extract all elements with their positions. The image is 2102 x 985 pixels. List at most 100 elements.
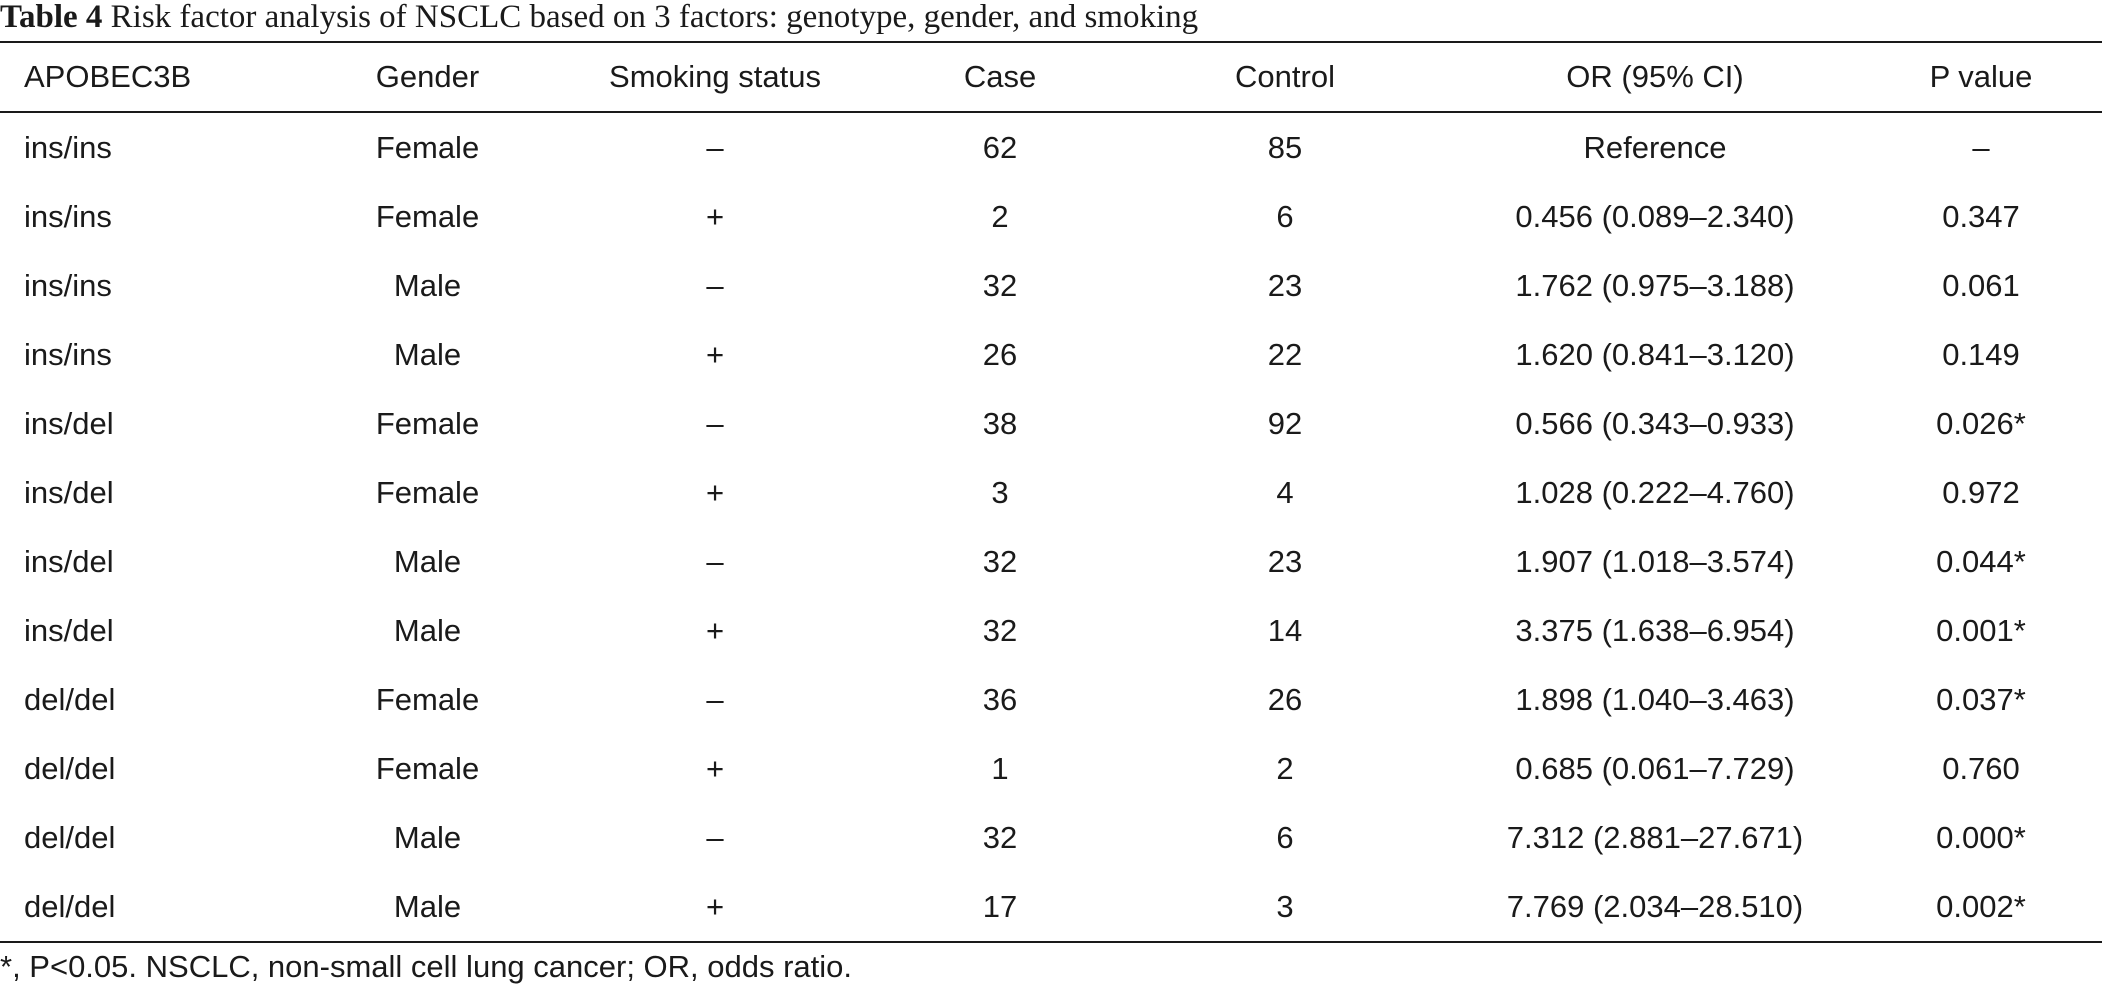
cell-or-ci: 3.375 (1.638–6.954) (1515, 612, 1795, 648)
cell-case: 26 (982, 336, 1018, 372)
cell-gender: Female (375, 405, 480, 441)
cell-control: 26 (1267, 681, 1303, 717)
cell-case: 2 (991, 198, 1009, 234)
cell-genotype: ins/del (24, 405, 114, 441)
cell-case: 32 (982, 267, 1018, 303)
cell-or-ci: Reference (1583, 129, 1727, 165)
cell-smoking-status: – (706, 129, 724, 165)
cell-gender: Male (393, 819, 462, 855)
table-row: ins/ins Female +2 6 0.456 (0.089–2.340) 0.347 (0, 182, 2102, 251)
cell-genotype: ins/del (24, 612, 114, 648)
cell-p-value: 0.026* (1936, 405, 2026, 441)
cell-smoking-status: + (705, 612, 725, 648)
cell-genotype: ins/ins (24, 129, 112, 165)
cell-case: 32 (982, 612, 1018, 648)
cell-genotype: del/del (24, 819, 116, 855)
header-p-value: P value (1929, 59, 2033, 94)
table-caption: Table 4 Risk factor analysis of NSCLC ba… (0, 0, 1198, 40)
cell-gender: Male (393, 543, 462, 579)
cell-control: 6 (1276, 198, 1294, 234)
table-row: del/del Male – 32 6 7.312 (2.881–27.671) 0.000… (0, 803, 2102, 872)
cell-smoking-status: – (706, 405, 724, 441)
cell-or-ci: 1.620 (0.841–3.120) (1515, 336, 1795, 372)
cell-p-value: 0.037* (1936, 681, 2026, 717)
table-body: ins/ins Female –62 85 Reference – ins/ins Femal… (0, 112, 2102, 942)
header-case: Case (963, 59, 1037, 94)
table-row: ins/del Male – 32 23 1.907 (1.018–3.574) 0.044… (0, 527, 2102, 596)
cell-or-ci: 1.762 (0.975–3.188) (1515, 267, 1795, 303)
cell-genotype: del/del (24, 681, 116, 717)
cell-p-value: 0.347 (1942, 198, 2020, 234)
cell-gender: Male (393, 888, 462, 924)
cell-case: 38 (982, 405, 1018, 441)
cell-p-value: 0.149 (1942, 336, 2020, 372)
cell-gender: Female (375, 198, 480, 234)
cell-genotype: ins/ins (24, 336, 112, 372)
cell-p-value: 0.002* (1936, 888, 2026, 924)
cell-genotype: ins/ins (24, 198, 112, 234)
cell-p-value: 0.000* (1936, 819, 2026, 855)
cell-p-value: – (1972, 129, 1990, 165)
cell-genotype: ins/del (24, 474, 114, 510)
cell-p-value: 0.001* (1936, 612, 2026, 648)
cell-genotype: ins/del (24, 543, 114, 579)
risk-factor-table-container: APOBEC3B Gender Smoking status Case Cont… (0, 41, 2102, 943)
table-row: ins/del Female +3 4 1.028 (0.222–4.760) 0.972 (0, 458, 2102, 527)
cell-smoking-status: + (705, 750, 725, 786)
cell-case: 1 (991, 750, 1009, 786)
cell-smoking-status: – (706, 267, 724, 303)
cell-or-ci: 1.898 (1.040–3.463) (1515, 681, 1795, 717)
cell-or-ci: 7.312 (2.881–27.671) (1506, 819, 1804, 855)
table-footnote: *, P<0.05. NSCLC, non-small cell lung ca… (0, 949, 853, 984)
cell-or-ci: 0.566 (0.343–0.933) (1515, 405, 1795, 441)
cell-case: 32 (982, 543, 1018, 579)
cell-gender: Male (393, 267, 462, 303)
cell-or-ci: 1.907 (1.018–3.574) (1515, 543, 1795, 579)
cell-control: 22 (1267, 336, 1303, 372)
cell-or-ci: 0.456 (0.089–2.340) (1515, 198, 1795, 234)
header-smoking-status: Smoking status (609, 59, 821, 94)
table-row: ins/del Female – 38 92 0.566 (0.343–0.933) 0.0… (0, 389, 2102, 458)
cell-p-value: 0.760 (1942, 750, 2020, 786)
header-apobec3b: APOBEC3B (24, 59, 192, 94)
cell-smoking-status: – (706, 819, 724, 855)
cell-smoking-status: + (705, 336, 725, 372)
cell-gender: Male (393, 612, 462, 648)
cell-case: 36 (982, 681, 1018, 717)
table-row: del/del Female +1 2 0.685 (0.061–7.729) 0.760 (0, 734, 2102, 803)
table-caption-text: Risk factor analysis of NSCLC based on 3… (110, 0, 1199, 35)
cell-control: 23 (1267, 267, 1303, 303)
table-header-row: APOBEC3B Gender Smoking status Case Cont… (0, 42, 2102, 112)
cell-control: 92 (1267, 405, 1303, 441)
cell-control: 4 (1276, 474, 1294, 510)
header-gender: Gender (375, 59, 480, 94)
table-row: del/del Female – 36 26 1.898 (1.040–3.463) 0.0… (0, 665, 2102, 734)
cell-p-value: 0.972 (1942, 474, 2020, 510)
cell-p-value: 0.044* (1936, 543, 2026, 579)
cell-gender: Male (393, 336, 462, 372)
cell-case: 62 (982, 129, 1018, 165)
cell-genotype: ins/ins (24, 267, 112, 303)
cell-or-ci: 1.028 (0.222–4.760) (1515, 474, 1795, 510)
cell-p-value: 0.061 (1942, 267, 2020, 303)
cell-control: 3 (1276, 888, 1294, 924)
cell-smoking-status: + (705, 198, 725, 234)
cell-or-ci: 0.685 (0.061–7.729) (1515, 750, 1795, 786)
cell-gender: Female (375, 681, 480, 717)
cell-control: 6 (1276, 819, 1294, 855)
cell-gender: Female (375, 750, 480, 786)
table-row: ins/del Male +32 14 3.375 (1.638–6.954) 0.001… (0, 596, 2102, 665)
cell-control: 85 (1267, 129, 1303, 165)
header-or-ci: OR (95% CI) (1566, 59, 1744, 94)
table-row: ins/ins Male +26 22 1.620 (0.841–3.120) 0.149 (0, 320, 2102, 389)
cell-or-ci: 7.769 (2.034–28.510) (1506, 888, 1804, 924)
cell-smoking-status: – (706, 543, 724, 579)
cell-control: 2 (1276, 750, 1294, 786)
cell-smoking-status: + (705, 474, 725, 510)
table-row: del/del Male +17 3 7.769 (2.034–28.510) 0.002… (0, 872, 2102, 942)
table-row: ins/ins Female – 62 85 Reference – (0, 112, 2102, 182)
cell-smoking-status: – (706, 681, 724, 717)
risk-factor-table: APOBEC3B Gender Smoking status Case Cont… (0, 41, 2102, 943)
table-caption-label: Table 4 (0, 0, 103, 35)
cell-genotype: del/del (24, 750, 116, 786)
